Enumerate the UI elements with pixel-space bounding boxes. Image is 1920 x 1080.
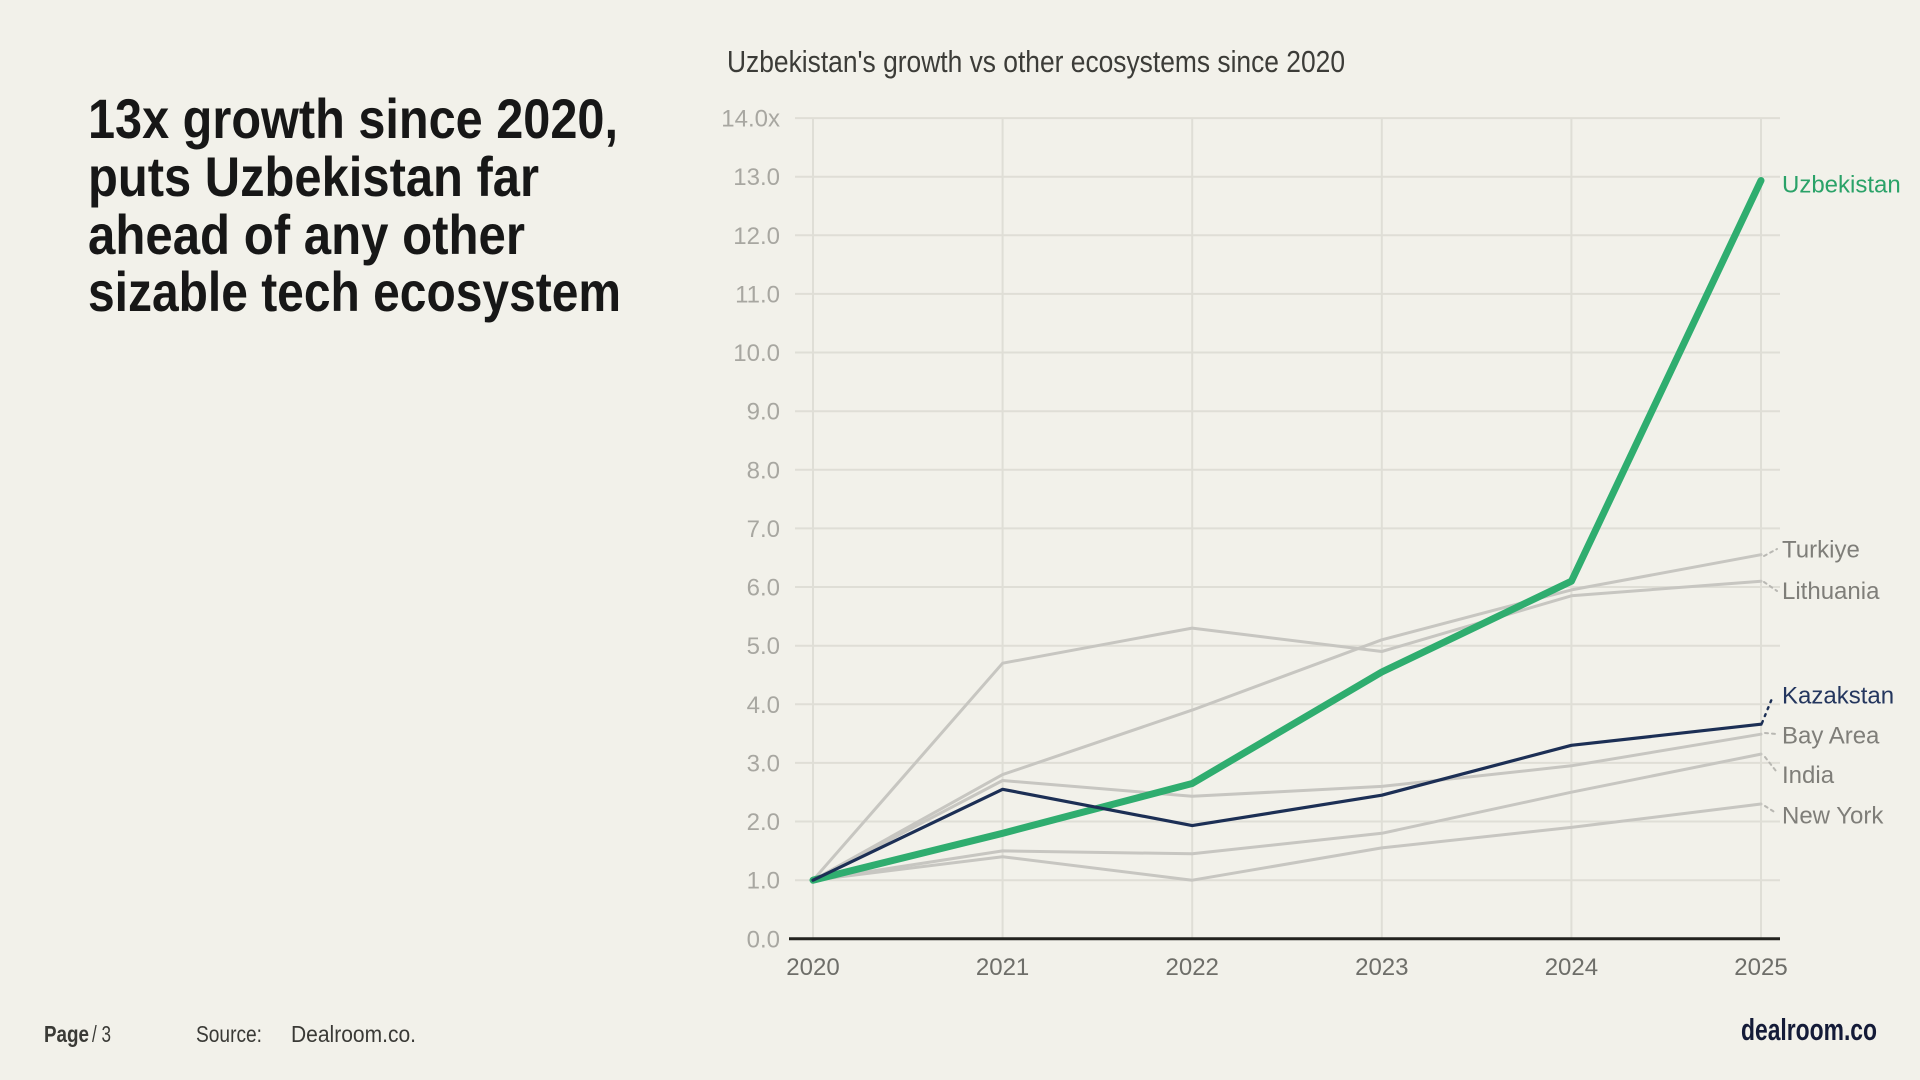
svg-text:14.0x: 14.0x — [721, 106, 780, 133]
svg-text:13x growth since 2020,: 13x growth since 2020, — [88, 87, 618, 150]
svg-text:India: India — [1782, 762, 1835, 789]
svg-text:11.0: 11.0 — [735, 281, 780, 308]
svg-text:2025: 2025 — [1734, 954, 1787, 981]
svg-text:/ 3: / 3 — [92, 1021, 111, 1047]
svg-text:12.0: 12.0 — [733, 223, 780, 250]
svg-text:2023: 2023 — [1355, 954, 1408, 981]
svg-text:2022: 2022 — [1166, 954, 1219, 981]
svg-text:dealroom.co: dealroom.co — [1741, 1012, 1877, 1047]
svg-text:4.0: 4.0 — [747, 692, 780, 719]
svg-text:9.0: 9.0 — [747, 399, 780, 426]
svg-text:0.0: 0.0 — [747, 926, 780, 953]
svg-text:puts Uzbekistan far: puts Uzbekistan far — [88, 145, 539, 208]
svg-text:2020: 2020 — [786, 954, 839, 981]
svg-text:Uzbekistan's growth vs other e: Uzbekistan's growth vs other ecosystems … — [727, 45, 1345, 79]
svg-text:8.0: 8.0 — [747, 457, 780, 484]
svg-text:Dealroom.co.: Dealroom.co. — [291, 1021, 416, 1047]
svg-text:3.0: 3.0 — [747, 750, 780, 777]
svg-text:Turkiye: Turkiye — [1782, 537, 1860, 564]
svg-text:2021: 2021 — [976, 954, 1029, 981]
svg-text:10.0: 10.0 — [733, 340, 780, 367]
svg-text:2.0: 2.0 — [747, 809, 780, 836]
svg-text:6.0: 6.0 — [747, 575, 780, 602]
svg-text:Source:: Source: — [196, 1021, 262, 1047]
svg-text:5.0: 5.0 — [747, 633, 780, 660]
svg-text:New York: New York — [1782, 803, 1884, 830]
svg-text:Lithuania: Lithuania — [1782, 578, 1880, 605]
svg-text:13.0: 13.0 — [733, 164, 780, 191]
svg-text:Uzbekistan: Uzbekistan — [1782, 172, 1901, 199]
svg-text:Page: Page — [44, 1021, 89, 1047]
svg-text:Bay Area: Bay Area — [1782, 723, 1880, 750]
svg-text:7.0: 7.0 — [747, 516, 780, 543]
svg-text:sizable tech ecosystem: sizable tech ecosystem — [88, 260, 621, 323]
svg-text:Kazakstan: Kazakstan — [1782, 683, 1894, 710]
svg-text:2024: 2024 — [1545, 954, 1598, 981]
svg-text:1.0: 1.0 — [747, 868, 780, 895]
svg-text:ahead of any other: ahead of any other — [88, 203, 525, 266]
